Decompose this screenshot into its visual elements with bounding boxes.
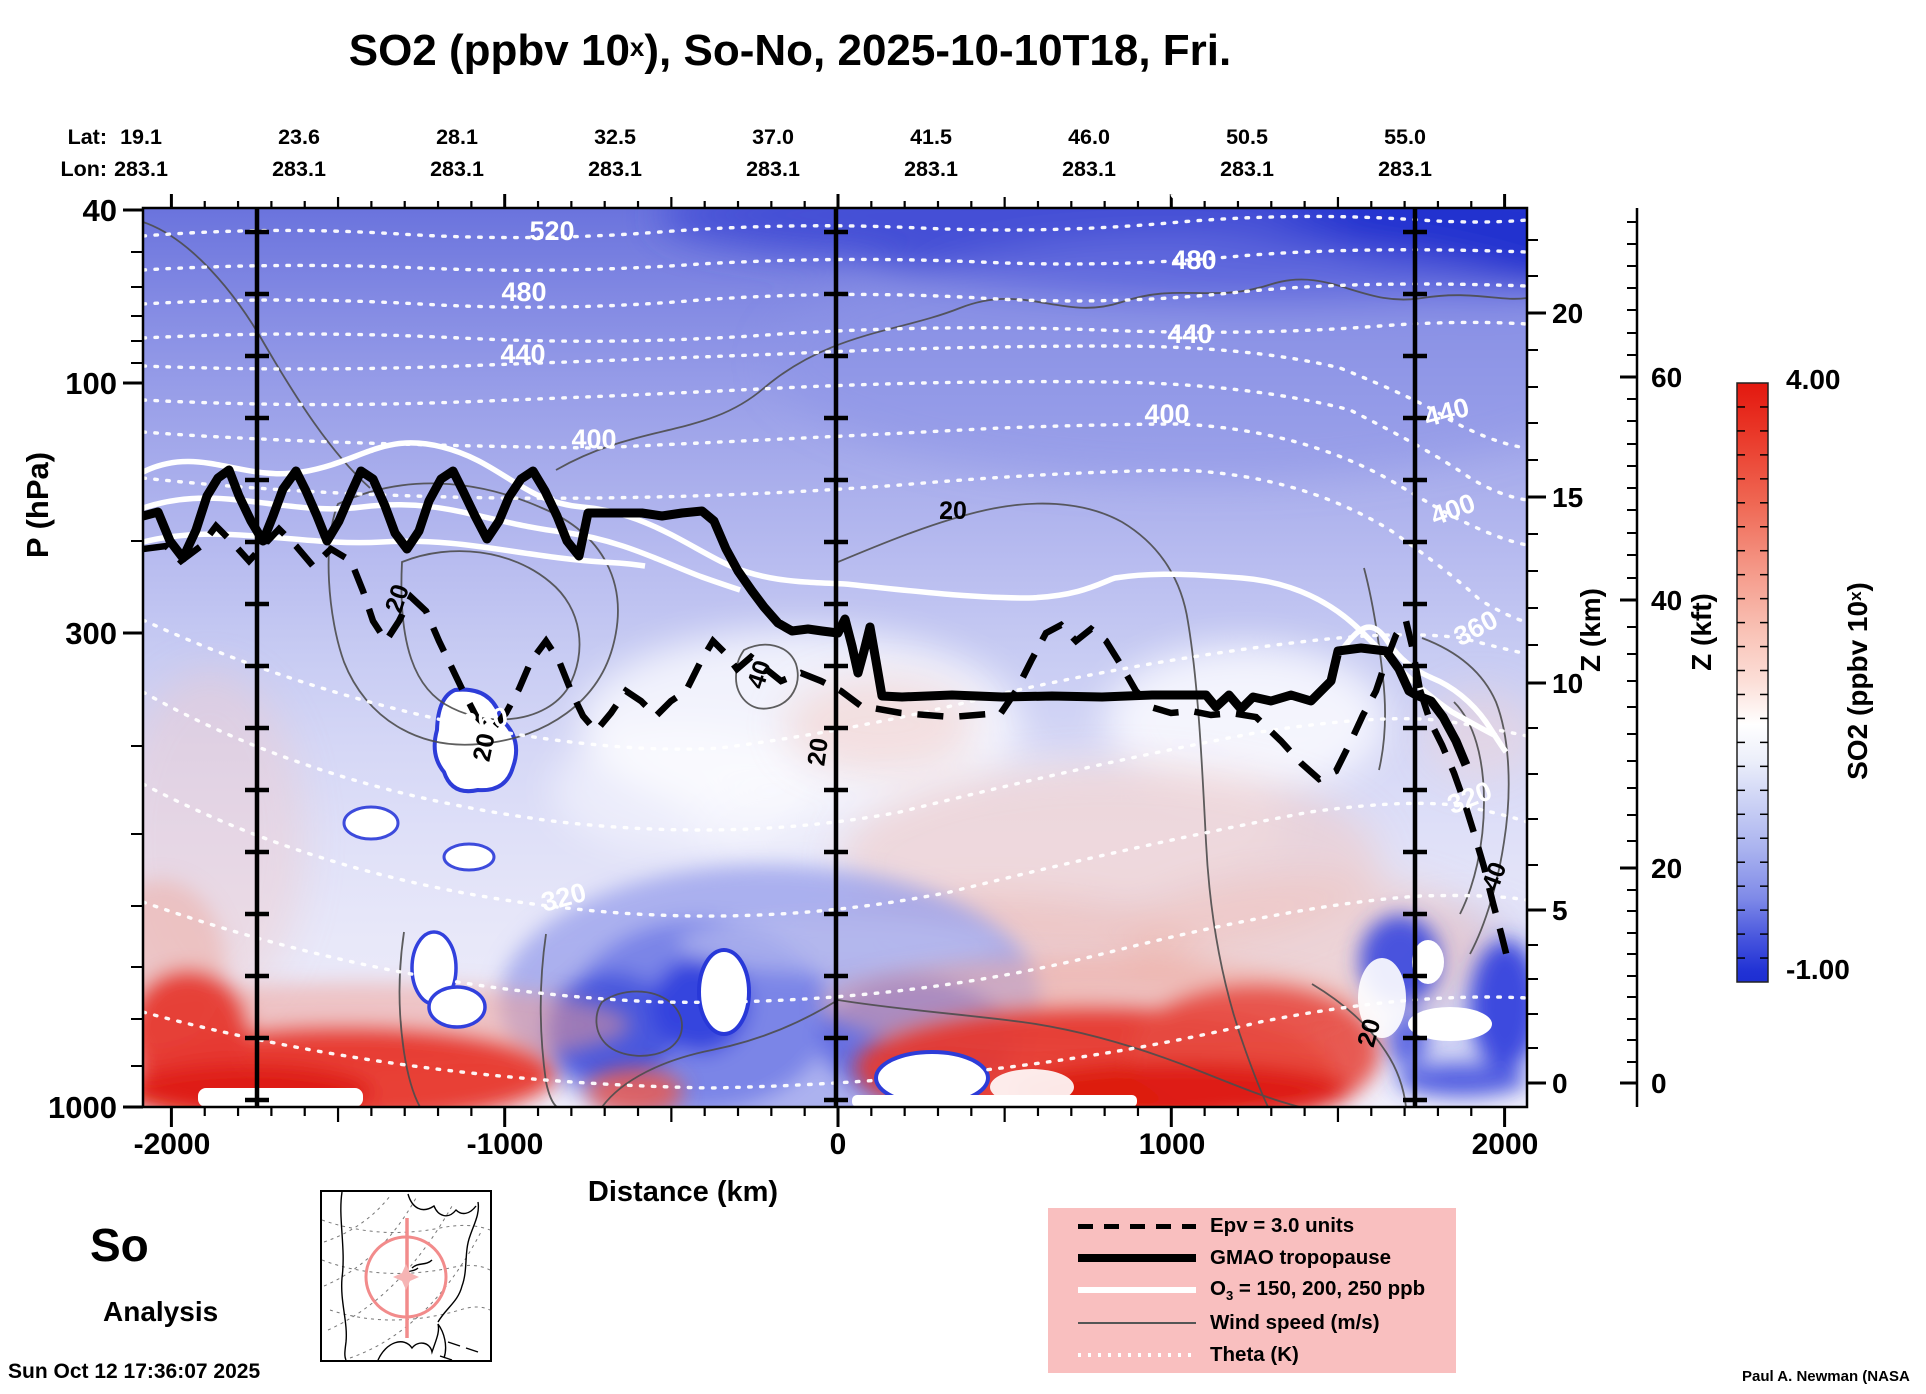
south-endpoint-label: So <box>90 1219 149 1271</box>
svg-text:40: 40 <box>1651 585 1682 616</box>
legend-item-label: Theta (K) <box>1210 1342 1299 1366</box>
svg-text:19.1: 19.1 <box>120 125 162 149</box>
map-coastline <box>340 1191 480 1361</box>
svg-text:20: 20 <box>802 736 834 767</box>
svg-text:283.1: 283.1 <box>1062 157 1116 181</box>
svg-text:1000: 1000 <box>1139 1128 1206 1161</box>
svg-text:0: 0 <box>1651 1068 1667 1099</box>
analysis-label: Analysis <box>103 1296 219 1327</box>
axis-ticks <box>123 194 1637 1127</box>
legend-line-sample <box>1078 1254 1196 1263</box>
legend-line-sample <box>1078 1223 1196 1229</box>
svg-text:283.1: 283.1 <box>430 157 484 181</box>
svg-text:283.1: 283.1 <box>1378 157 1432 181</box>
zkft-axis-title: Z (kft) <box>1686 593 1717 671</box>
pressure-axis-title: P (hPa) <box>20 451 55 559</box>
credit-label: Paul A. Newman (NASA <box>1742 1368 1910 1385</box>
svg-text:Lon:: Lon: <box>60 157 107 181</box>
svg-text:55.0: 55.0 <box>1384 125 1426 149</box>
svg-text:283.1: 283.1 <box>746 157 800 181</box>
colorbar-min-label: -1.00 <box>1786 954 1850 985</box>
svg-text:28.1: 28.1 <box>436 125 478 149</box>
svg-text:46.0: 46.0 <box>1068 125 1110 149</box>
legend-item-label: GMAO tropopause <box>1210 1246 1392 1270</box>
svg-text:0: 0 <box>1552 1068 1568 1099</box>
svg-text:480: 480 <box>1171 245 1216 275</box>
plot-border <box>141 206 1529 1109</box>
legend-line-sample <box>1078 1321 1196 1324</box>
svg-text:15: 15 <box>1552 482 1583 513</box>
svg-text:2000: 2000 <box>1472 1128 1539 1161</box>
svg-text:1000: 1000 <box>48 1090 117 1125</box>
legend-item: Wind speed (m/s) <box>1048 1309 1456 1337</box>
creation-timestamp: Sun Oct 12 17:36:07 2025 <box>8 1360 261 1383</box>
svg-text:10: 10 <box>1552 668 1583 699</box>
legend: Epv = 3.0 units GMAO tropopause O3 = 150, … <box>1048 1208 1456 1373</box>
axis-tick-labels: -2000 -1000 0 1000 2000 40 100 300 1000 20 15 10 5 0 6… <box>48 125 1682 1161</box>
epv-contour <box>143 521 1511 958</box>
legend-item-label: O3 = 150, 200, 250 ppb <box>1210 1277 1426 1304</box>
svg-text:20: 20 <box>1552 298 1583 329</box>
legend-item: Epv = 3.0 units <box>1048 1212 1456 1240</box>
svg-text:0: 0 <box>830 1128 847 1161</box>
svg-text:283.1: 283.1 <box>272 157 326 181</box>
svg-text:400: 400 <box>1144 399 1189 429</box>
so2-filled-contour-field <box>143 208 1527 1107</box>
map-inset <box>320 1190 492 1362</box>
svg-text:-2000: -2000 <box>134 1128 211 1161</box>
svg-text:300: 300 <box>65 616 117 651</box>
colorbar-max-label: 4.00 <box>1786 364 1841 395</box>
colorbar-title: SO2 (ppbv 10x) <box>1842 582 1873 780</box>
distance-axis-title: Distance (km) <box>587 1176 779 1208</box>
legend-line-sample <box>1078 1287 1196 1294</box>
svg-text:283.1: 283.1 <box>904 157 958 181</box>
svg-text:520: 520 <box>529 216 574 246</box>
tropopause-line <box>143 465 1471 767</box>
legend-item: GMAO tropopause <box>1048 1244 1456 1272</box>
svg-text:480: 480 <box>501 277 546 307</box>
colorbar <box>1736 382 1769 983</box>
svg-text:50.5: 50.5 <box>1226 125 1268 149</box>
svg-text:283.1: 283.1 <box>1220 157 1274 181</box>
zkm-axis-title: Z (km) <box>1575 588 1606 672</box>
svg-text:5: 5 <box>1552 895 1568 926</box>
svg-text:400: 400 <box>571 424 616 454</box>
legend-line-sample <box>1078 1353 1196 1357</box>
svg-text:520: 520 <box>1169 175 1214 205</box>
svg-text:60: 60 <box>1651 362 1682 393</box>
legend-item: Theta (K) <box>1048 1341 1456 1369</box>
legend-item-label: Epv = 3.0 units <box>1210 1214 1355 1238</box>
svg-text:41.5: 41.5 <box>910 125 952 149</box>
svg-text:440: 440 <box>500 339 545 369</box>
svg-text:23.6: 23.6 <box>278 125 320 149</box>
svg-text:440: 440 <box>1167 319 1212 349</box>
svg-text:32.5: 32.5 <box>594 125 636 149</box>
svg-text:20: 20 <box>468 731 501 764</box>
map-center-star <box>393 1264 419 1290</box>
legend-item-label: Wind speed (m/s) <box>1210 1310 1380 1334</box>
svg-text:20: 20 <box>939 497 967 525</box>
vertical-reference-lines <box>245 208 1427 1107</box>
svg-text:37.0: 37.0 <box>752 125 794 149</box>
svg-text:-1000: -1000 <box>467 1128 544 1161</box>
svg-text:100: 100 <box>65 366 117 401</box>
chart-title: SO2 (ppbv 10x), So-No, 2025-10-10T18, Fr… <box>348 26 1232 75</box>
svg-text:283.1: 283.1 <box>114 157 168 181</box>
legend-item: O3 = 150, 200, 250 ppb <box>1048 1276 1456 1304</box>
svg-text:283.1: 283.1 <box>588 157 642 181</box>
ozone-contours <box>143 440 1509 754</box>
svg-text:40: 40 <box>83 193 117 228</box>
svg-text:Lat:: Lat: <box>68 125 107 149</box>
svg-text:20: 20 <box>1651 853 1682 884</box>
